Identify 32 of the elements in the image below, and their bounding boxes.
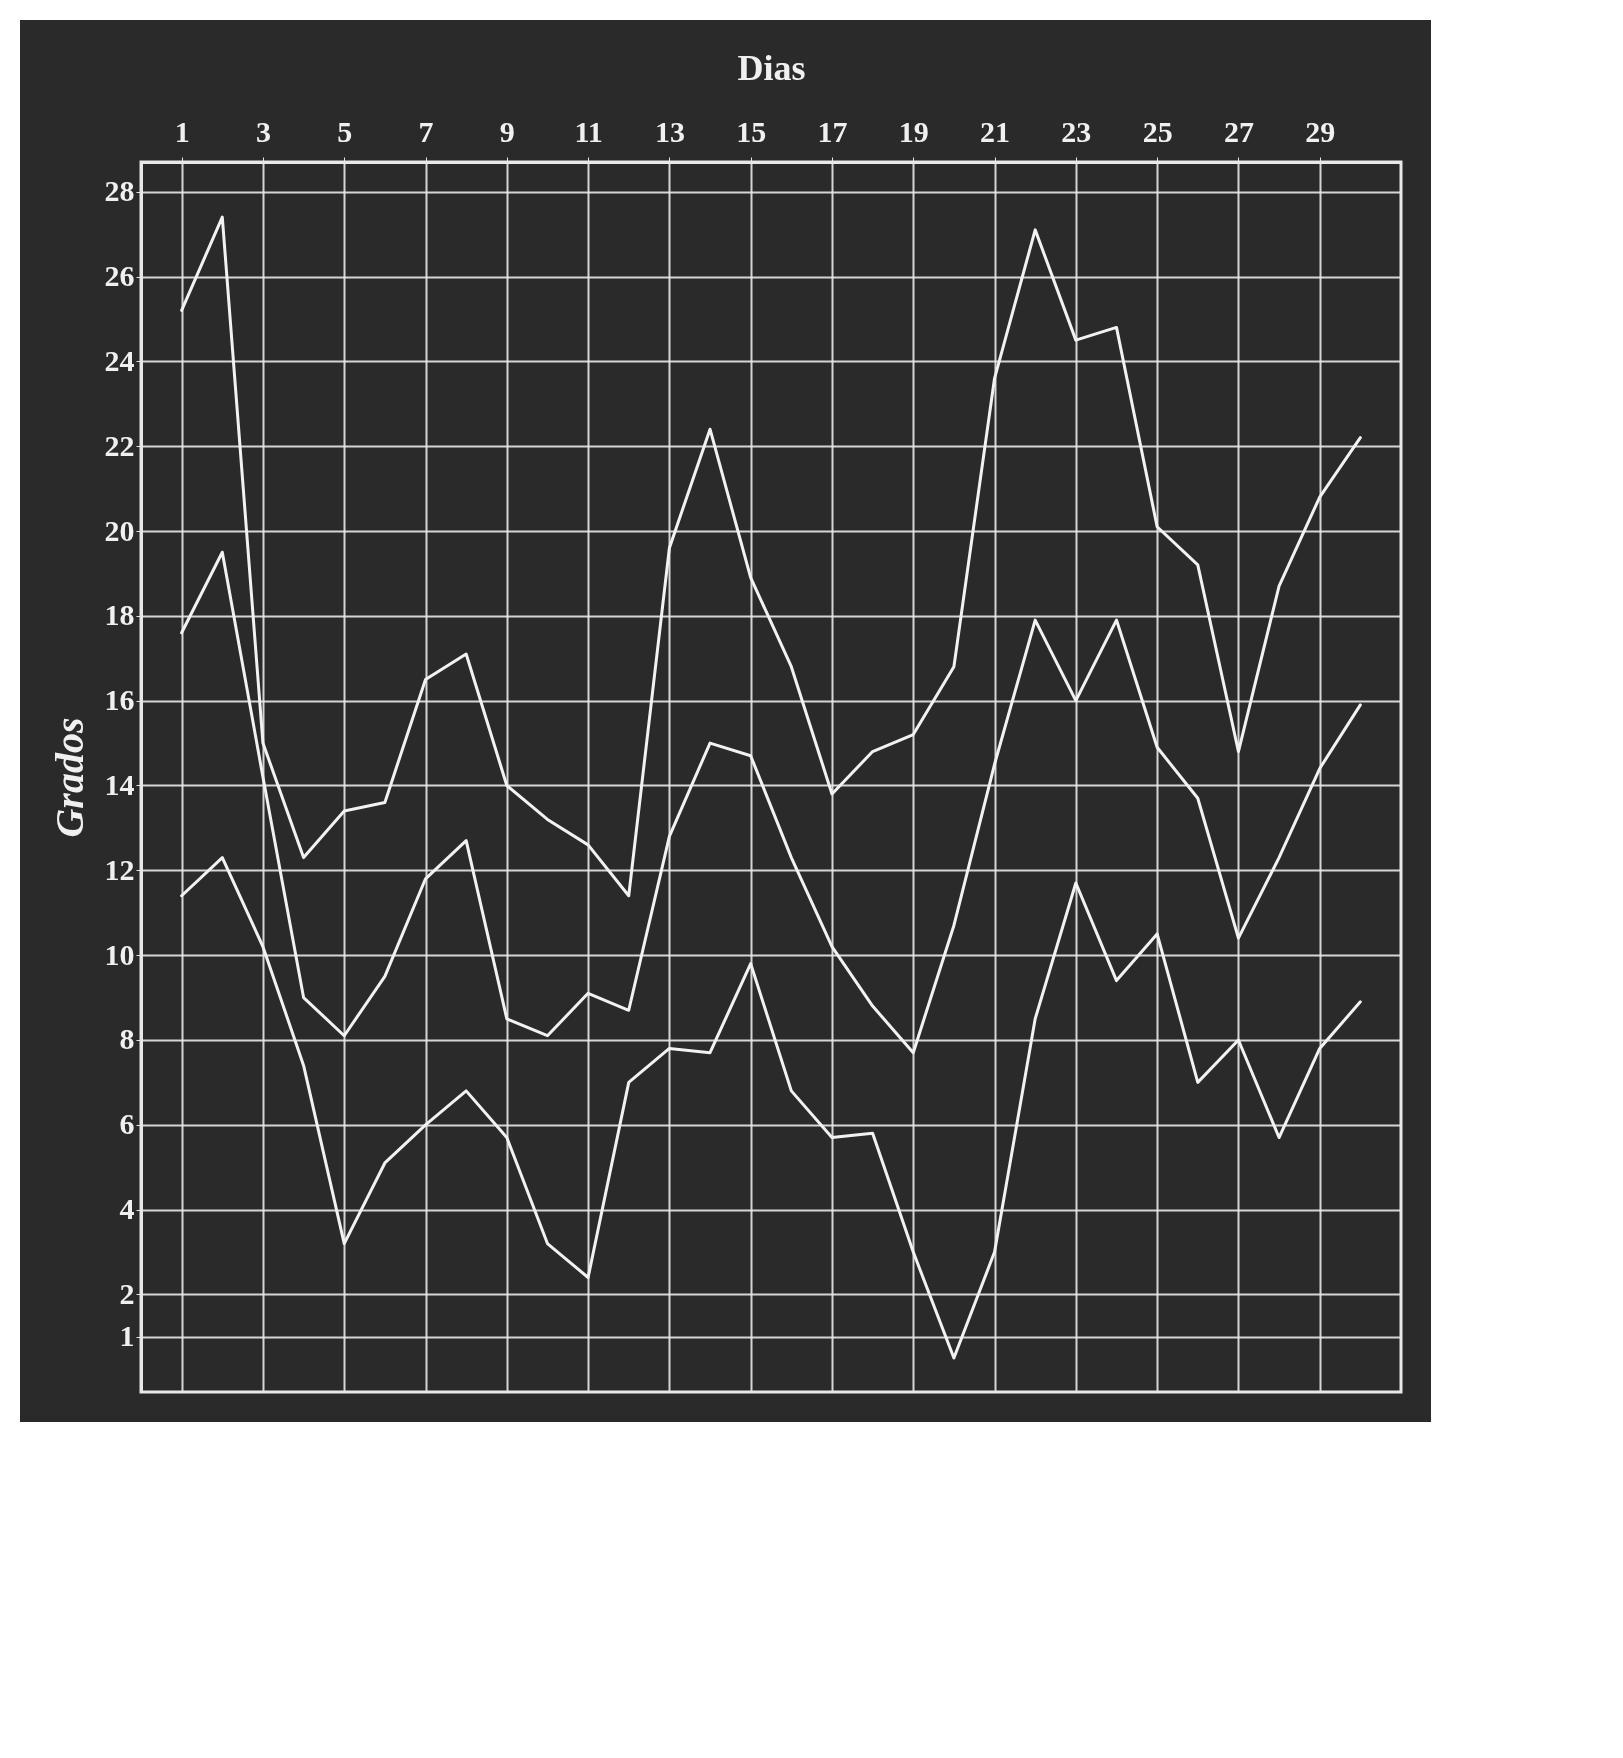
y-tick-label: 28 [104,174,135,208]
x-tick-label: 23 [1061,114,1092,148]
x-tick-label: 13 [654,114,685,148]
x-tick-label: 29 [1305,114,1336,148]
x-tick-label: 11 [574,114,603,148]
x-tick-label: 19 [898,114,929,148]
y-tick-label: 24 [104,343,135,377]
x-tick-label: 1 [174,114,190,148]
y-axis-title: Grados [46,717,92,838]
y-tick-label: 16 [104,683,135,717]
x-tick-label: 15 [736,114,767,148]
x-tick-label: 21 [980,114,1011,148]
y-tick-label: 10 [104,937,135,971]
x-tick-label: 5 [337,114,353,148]
y-tick-label: 12 [104,852,135,886]
y-tick-label: 22 [104,428,135,462]
x-tick-label: 25 [1142,114,1173,148]
x-tick-label: 27 [1223,114,1254,148]
y-tick-label: 4 [119,1192,135,1226]
x-axis-title: Dias [737,47,806,88]
y-tick-label: 6 [119,1107,135,1141]
y-tick-label: 20 [104,513,135,547]
y-tick-label: 26 [104,259,135,293]
y-tick-label: 14 [104,767,135,801]
y-tick-label: 18 [104,598,135,632]
x-tick-label: 9 [499,114,515,148]
y-tick-label: 2 [119,1276,135,1310]
x-tick-label: 17 [817,114,848,148]
x-tick-label: 7 [418,114,434,148]
y-tick-label: 1 [119,1319,135,1353]
x-tick-label: 3 [255,114,271,148]
y-tick-label: 8 [119,1022,135,1056]
